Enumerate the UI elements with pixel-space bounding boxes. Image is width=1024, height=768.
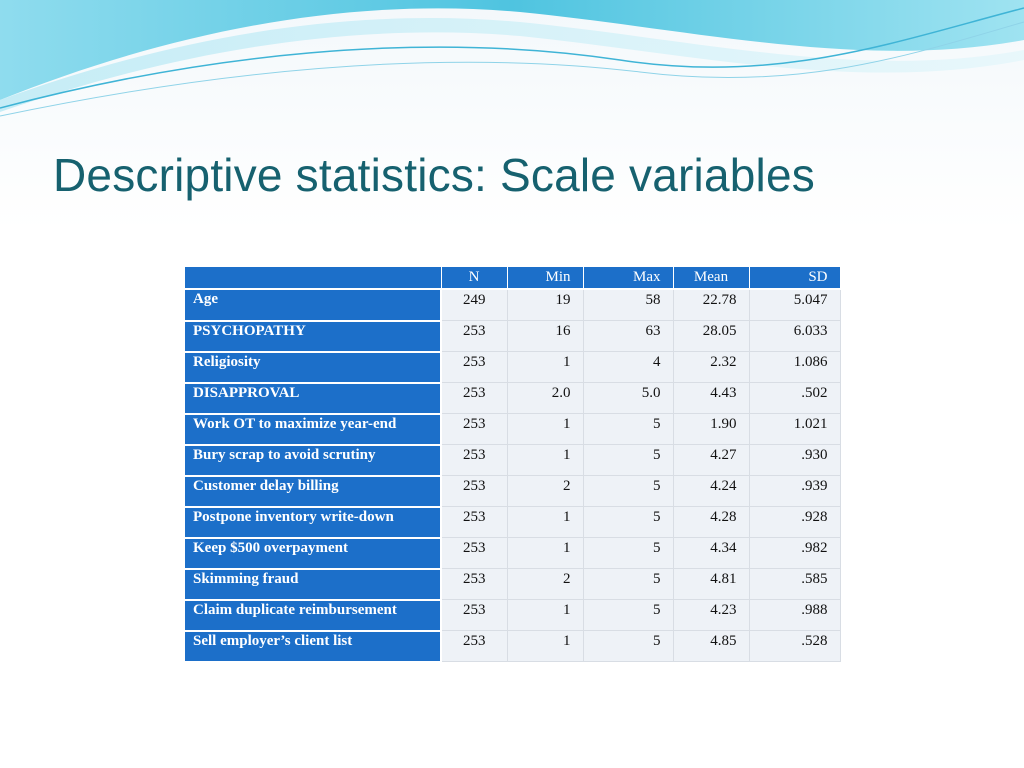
table-row: Religiosity 253 1 4 2.32 1.086	[185, 351, 841, 384]
cell-n: 253	[441, 599, 508, 631]
row-label: PSYCHOPATHY	[185, 320, 442, 353]
cell-mean: 4.24	[673, 475, 750, 507]
cell-mean: 4.23	[673, 599, 750, 631]
cell-n: 253	[441, 506, 508, 538]
table-row: Age 249 19 58 22.78 5.047	[185, 289, 841, 322]
cell-min: 16	[507, 320, 584, 352]
cell-max: 5	[583, 537, 674, 569]
table-row: Work OT to maximize year-end 253 1 5 1.90 1.0…	[185, 413, 841, 446]
cell-min: 1	[507, 506, 584, 538]
cell-n: 253	[441, 351, 508, 383]
cell-n: 253	[441, 444, 508, 476]
cell-min: 2	[507, 475, 584, 507]
cell-mean: 1.90	[673, 413, 750, 445]
cell-min: 19	[507, 289, 584, 321]
slide-title: Descriptive statistics: Scale variables	[53, 149, 815, 201]
cell-n: 253	[441, 413, 508, 445]
cell-min: 2.0	[507, 382, 584, 414]
row-label: Keep $500 overpayment	[185, 537, 442, 570]
row-label: Customer delay billing	[185, 475, 442, 508]
cell-max: 5	[583, 630, 674, 662]
cell-max: 5	[583, 506, 674, 538]
row-label: Skimming fraud	[185, 568, 442, 601]
cell-max: 5	[583, 599, 674, 631]
cell-sd: .988	[749, 599, 841, 631]
cell-mean: 2.32	[673, 351, 750, 383]
table-row: Customer delay billing 253 2 5 4.24.939	[185, 475, 841, 508]
row-label: Postpone inventory write-down	[185, 506, 442, 539]
cell-max: 58	[583, 289, 674, 321]
cell-mean: 4.28	[673, 506, 750, 538]
cell-max: 5	[583, 413, 674, 445]
cell-sd: .502	[749, 382, 841, 414]
table-row: Sell employer’s client list 253 1 5 4.85.528	[185, 630, 841, 663]
table-row: Keep $500 overpayment 253 1 5 4.34.982	[185, 537, 841, 570]
header-max: Max	[583, 267, 674, 290]
table-row: DISAPPROVAL 253 2.0 5.0 4.43.502	[185, 382, 841, 415]
header-min: Min	[507, 267, 584, 290]
cell-n: 253	[441, 537, 508, 569]
cell-sd: .928	[749, 506, 841, 538]
cell-sd: .528	[749, 630, 841, 662]
row-label: Claim duplicate reimbursement	[185, 599, 442, 632]
cell-n: 253	[441, 475, 508, 507]
row-label: Bury scrap to avoid scrutiny	[185, 444, 442, 477]
cell-max: 5	[583, 444, 674, 476]
header-blank	[185, 267, 442, 290]
cell-n: 253	[441, 320, 508, 352]
header-n: N	[441, 267, 508, 290]
cell-max: 5	[583, 475, 674, 507]
cell-min: 2	[507, 568, 584, 600]
descriptive-statistics-table: N Min Max Mean SD Age 249 19 58 22.78 5.047 PS…	[185, 267, 841, 663]
table-row: Skimming fraud 253 2 5 4.81.585	[185, 568, 841, 601]
cell-max: 5	[583, 568, 674, 600]
table-row: Bury scrap to avoid scrutiny 253 1 5 4.27.93…	[185, 444, 841, 477]
cell-mean: 4.81	[673, 568, 750, 600]
cell-min: 1	[507, 537, 584, 569]
cell-mean: 4.85	[673, 630, 750, 662]
cell-min: 1	[507, 413, 584, 445]
cell-sd: 5.047	[749, 289, 841, 321]
cell-n: 253	[441, 568, 508, 600]
cell-min: 1	[507, 444, 584, 476]
cell-mean: 4.43	[673, 382, 750, 414]
cell-sd: 1.021	[749, 413, 841, 445]
cell-sd: 6.033	[749, 320, 841, 352]
row-label: Work OT to maximize year-end	[185, 413, 442, 446]
cell-sd: 1.086	[749, 351, 841, 383]
cell-mean: 22.78	[673, 289, 750, 321]
cell-min: 1	[507, 630, 584, 662]
table-row: Postpone inventory write-down 253 1 5 4.28.9…	[185, 506, 841, 539]
cell-min: 1	[507, 599, 584, 631]
row-label: Age	[185, 289, 442, 322]
cell-max: 5.0	[583, 382, 674, 414]
cell-mean: 4.27	[673, 444, 750, 476]
header-mean: Mean	[673, 267, 750, 290]
header-sd: SD	[749, 267, 841, 290]
table-row: Claim duplicate reimbursement 253 1 5 4.23.9…	[185, 599, 841, 632]
row-label: Religiosity	[185, 351, 442, 384]
cell-n: 253	[441, 630, 508, 662]
cell-mean: 28.05	[673, 320, 750, 352]
table-header-row: N Min Max Mean SD	[185, 267, 841, 290]
cell-sd: .982	[749, 537, 841, 569]
cell-sd: .930	[749, 444, 841, 476]
cell-max: 63	[583, 320, 674, 352]
table-row: PSYCHOPATHY 253 16 63 28.05 6.033	[185, 320, 841, 353]
cell-n: 253	[441, 382, 508, 414]
row-label: DISAPPROVAL	[185, 382, 442, 415]
cell-sd: .585	[749, 568, 841, 600]
row-label: Sell employer’s client list	[185, 630, 442, 663]
cell-min: 1	[507, 351, 584, 383]
cell-max: 4	[583, 351, 674, 383]
cell-sd: .939	[749, 475, 841, 507]
cell-mean: 4.34	[673, 537, 750, 569]
cell-n: 249	[441, 289, 508, 321]
decorative-wave	[0, 0, 1024, 117]
